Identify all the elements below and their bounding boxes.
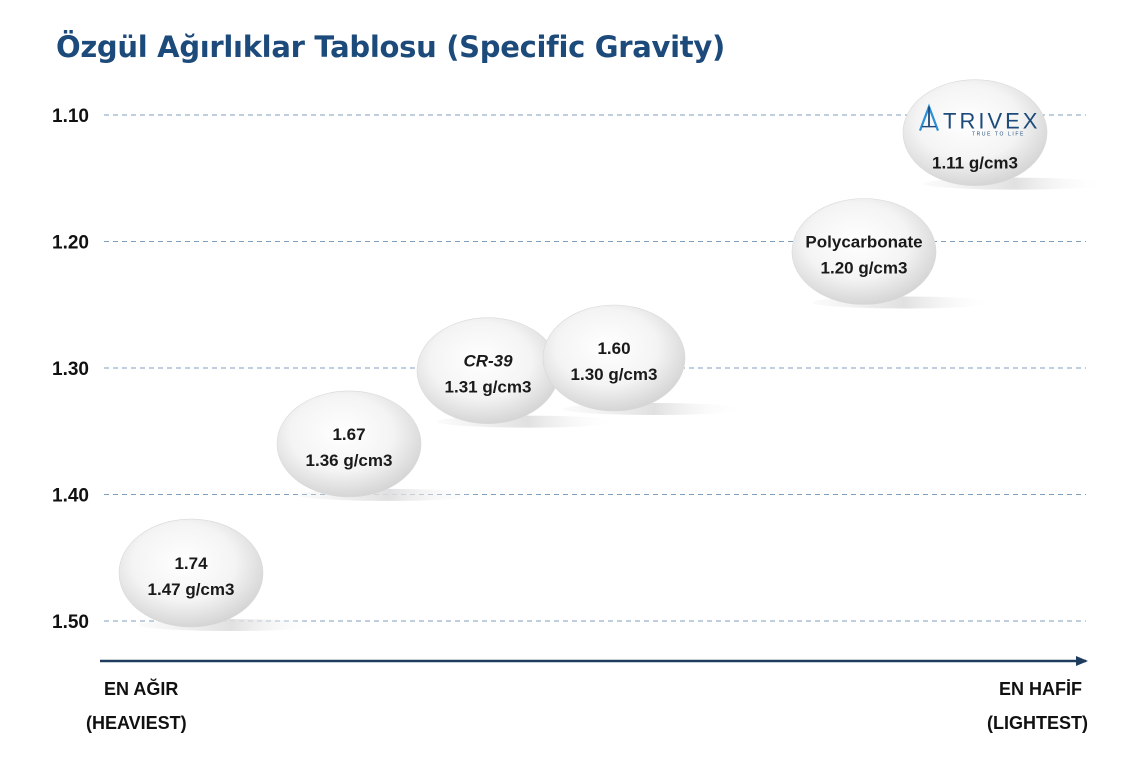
heaviest-label-line1: EN AĞIR <box>104 678 178 699</box>
data-point-1: 1.67 1.36 g/cm3 <box>276 390 481 501</box>
y-tick-label-1: 1.20 <box>52 233 89 254</box>
bubble-value-label: 1.47 g/cm3 <box>148 580 235 599</box>
y-axis-ticks: 1.10 1.20 1.30 1.40 1.50 <box>52 106 89 633</box>
y-tick-label-2: 1.30 <box>52 359 89 380</box>
trivex-triangle-icon <box>918 103 940 132</box>
bubble <box>118 518 264 628</box>
trivex-tagline: TRUE TO LIFE <box>972 132 1025 138</box>
bubble-material-label: 1.60 <box>597 339 630 358</box>
data-point-3: 1.60 1.30 g/cm3 <box>542 304 745 415</box>
bubble <box>276 390 422 498</box>
x-axis: EN AĞIR (HEAVIEST) EN HAFİF (LIGHTEST) <box>86 656 1088 733</box>
bubble <box>902 79 1048 186</box>
y-tick-label-0: 1.10 <box>52 106 89 127</box>
y-tick-label-4: 1.50 <box>52 612 89 633</box>
bubble-material-label: CR-39 <box>463 352 513 371</box>
trivex-logo-text: TRIVEX <box>943 109 1040 134</box>
bubble-value-label: 1.20 g/cm3 <box>821 259 908 278</box>
bubble-material-label: 1.67 <box>332 425 365 444</box>
bubble-material-label: Polycarbonate <box>805 233 922 252</box>
data-points: 1.74 1.47 g/cm3 1.67 1.36 g/cm3 CR-39 1.31 g/… <box>118 79 1107 632</box>
bubble-value-label: 1.36 g/cm3 <box>306 451 393 470</box>
bubble-value-label: 1.11 g/cm3 <box>932 154 1018 173</box>
bubble-value-label: 1.30 g/cm3 <box>571 365 658 384</box>
lightest-label-line1: EN HAFİF <box>999 679 1082 699</box>
heaviest-label-line2: (HEAVIEST) <box>86 713 187 733</box>
lightest-label-line2: (LIGHTEST) <box>987 713 1088 733</box>
data-point-4: Polycarbonate 1.20 g/cm3 <box>791 198 996 309</box>
bubble-value-label: 1.31 g/cm3 <box>445 378 532 397</box>
chart-title: Özgül Ağırlıklar Tablosu (Specific Gravi… <box>56 30 725 64</box>
bubble-material-label: 1.74 <box>174 554 208 573</box>
bubble <box>542 304 686 412</box>
y-tick-label-3: 1.40 <box>52 486 89 507</box>
bubble <box>791 198 937 305</box>
data-point-0: 1.74 1.47 g/cm3 <box>118 518 323 632</box>
